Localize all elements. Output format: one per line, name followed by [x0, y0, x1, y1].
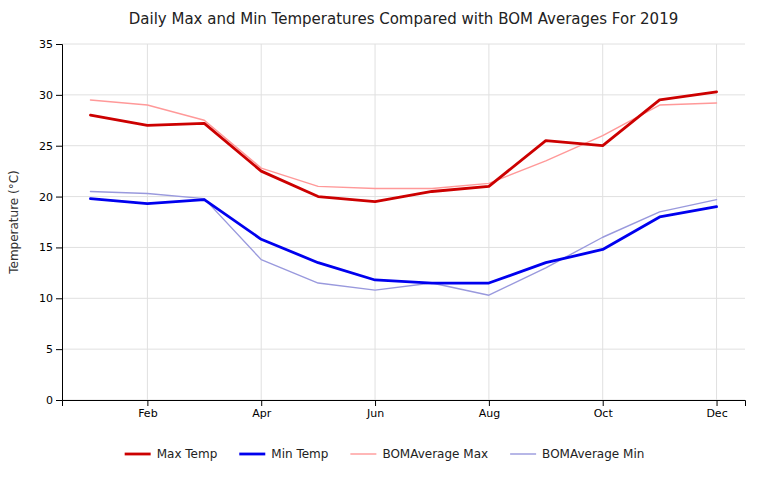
- grid-line-x: [147, 44, 148, 400]
- y-tick-mark: [56, 44, 62, 45]
- title: Daily Max and Min Temperatures Compared …: [129, 10, 679, 28]
- y-tick: 5: [46, 343, 62, 356]
- legend-label: BOMAverage Min: [542, 447, 644, 461]
- x-tick-label: Aug: [479, 407, 500, 420]
- y-tick-mark: [56, 400, 62, 401]
- grid-line-y: [62, 44, 745, 45]
- series-line: [90, 191, 716, 295]
- y-tick-label: 0: [46, 394, 53, 407]
- x-axis: Feb Apr Jun Aug Oct Dec: [63, 400, 746, 420]
- grid: [62, 44, 745, 400]
- y-tick-mark: [56, 146, 62, 147]
- grid-line-x: [716, 44, 717, 400]
- plot-area: [90, 92, 716, 295]
- x-tick-mark: [489, 400, 490, 406]
- grid-line-y: [62, 247, 745, 248]
- chart: Feb Apr Jun Aug Oct Dec 0 5 10 15 20 25 30 35 Daily Ma…: [0, 0, 769, 480]
- grid-line-x: [261, 44, 262, 400]
- y-tick-label: 10: [39, 292, 53, 305]
- legend-item: BOMAverage Min: [510, 447, 644, 461]
- y-tick: 35: [39, 38, 62, 51]
- y-tick-label: 25: [39, 140, 53, 153]
- legend-swatch: [125, 453, 151, 456]
- y-tick: 0: [46, 394, 62, 407]
- series-line: [90, 100, 716, 188]
- x-tick-label: Apr: [252, 407, 272, 420]
- y-tick-mark: [56, 197, 62, 198]
- series-line: [90, 92, 716, 202]
- grid-line-x: [602, 44, 603, 400]
- legend-item: Max Temp: [125, 447, 218, 461]
- legend-item: BOMAverage Max: [350, 447, 488, 461]
- series-line: [90, 199, 716, 283]
- legend-swatch: [239, 453, 265, 456]
- y-tick: 30: [39, 89, 62, 102]
- x-tick-label: Dec: [706, 407, 727, 420]
- legend-label: Min Temp: [271, 447, 328, 461]
- grid-line-y: [62, 298, 745, 299]
- grid-line-y: [62, 94, 745, 95]
- grid-line-x: [375, 44, 376, 400]
- x-tick-mark: [375, 400, 376, 406]
- x-tick-mark: [147, 400, 148, 406]
- x-tick-label: Oct: [594, 407, 614, 420]
- y-tick-label: 30: [39, 89, 53, 102]
- legend-label: BOMAverage Max: [382, 447, 488, 461]
- grid-line-y: [62, 145, 745, 146]
- legend-swatch: [350, 453, 376, 454]
- y-tick-mark: [56, 95, 62, 96]
- x-tick: Feb: [138, 400, 157, 420]
- legend: Max Temp Min Temp BOMAverage Max BOMAverage…: [125, 447, 645, 461]
- y-tick: 25: [39, 140, 62, 153]
- y-tick-mark: [56, 349, 62, 350]
- x-tick-label: Jun: [366, 407, 384, 420]
- y-tick-label: 20: [39, 191, 53, 204]
- y-tick-label: 15: [39, 241, 53, 254]
- legend-item: Min Temp: [239, 447, 328, 461]
- x-tick-mark: [603, 400, 604, 406]
- grid-line-x: [488, 44, 489, 400]
- x-tick: Apr: [252, 400, 272, 420]
- x-tick: Jun: [366, 400, 384, 420]
- y-tick-mark: [56, 298, 62, 299]
- x-axis-line: [63, 401, 746, 407]
- y-tick: 10: [39, 292, 62, 305]
- y-tick-label: 5: [46, 343, 53, 356]
- x-tick-label: Feb: [138, 407, 157, 420]
- legend-swatch: [510, 453, 536, 454]
- x-tick: Oct: [594, 400, 614, 420]
- y-tick-mark: [56, 247, 62, 248]
- x-tick-mark: [717, 400, 718, 406]
- x-tick: Dec: [706, 400, 727, 420]
- y-axis: 0 5 10 15 20 25 30 35: [39, 38, 63, 407]
- y-tick: 15: [39, 241, 62, 254]
- y-axis-line: [56, 45, 63, 401]
- y-tick-label: 35: [39, 38, 53, 51]
- grid-line-y: [62, 349, 745, 350]
- legend-label: Max Temp: [157, 447, 218, 461]
- x-tick-mark: [261, 400, 262, 406]
- x-tick: Aug: [479, 400, 500, 420]
- y-tick: 20: [39, 191, 62, 204]
- y-axis-title: Temperature (°C): [7, 170, 21, 275]
